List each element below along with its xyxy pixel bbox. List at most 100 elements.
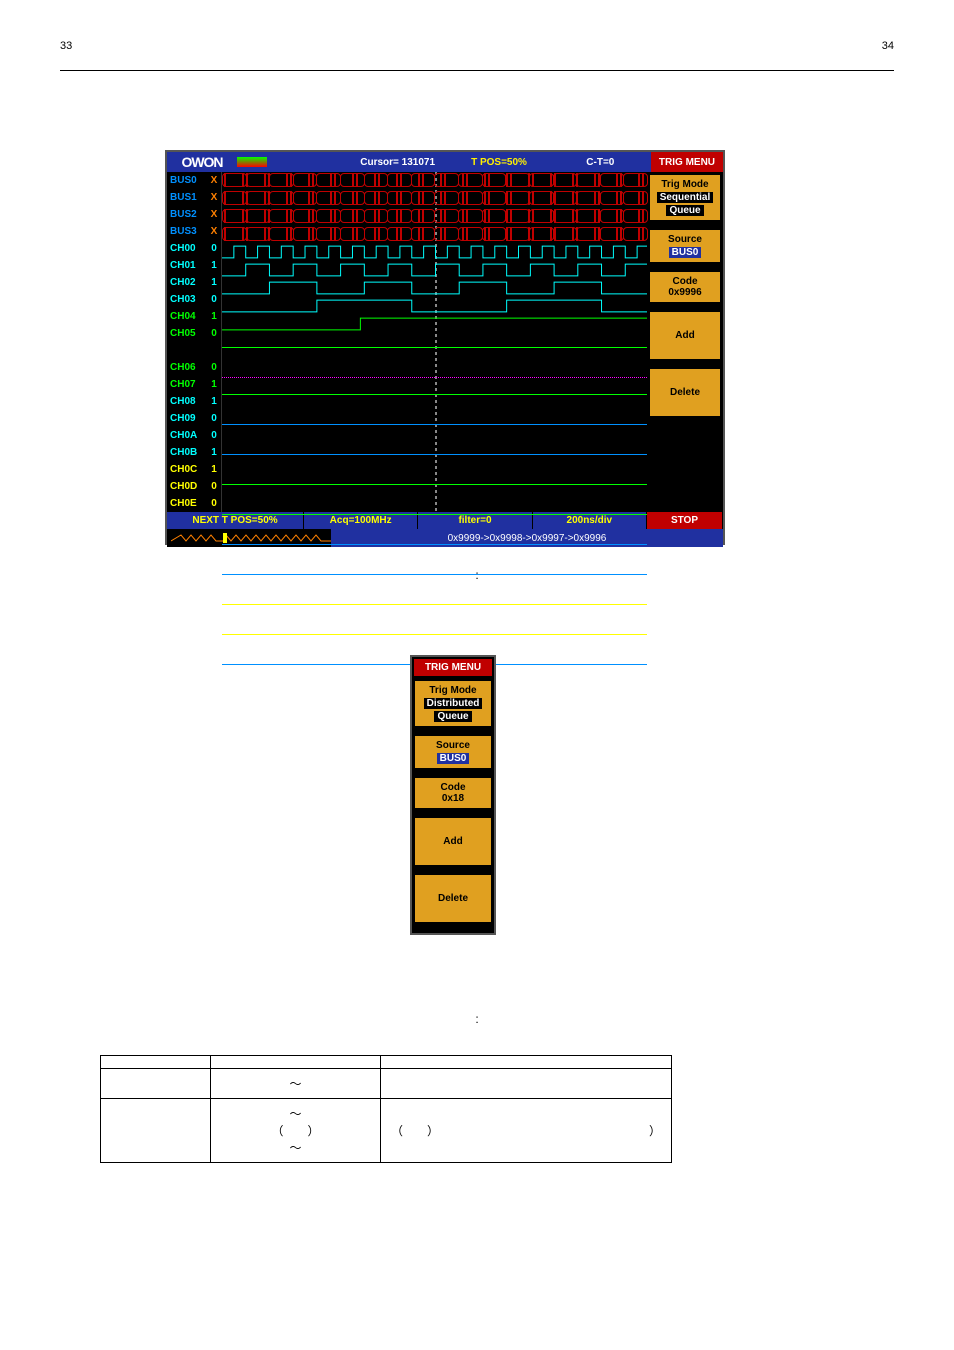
channel-label: CH0E <box>167 495 207 512</box>
menu-item-title: Delete <box>417 893 489 904</box>
channel-label: CH05 <box>167 325 207 342</box>
channel-label: BUS3 <box>167 223 207 240</box>
waveform-row <box>222 604 647 621</box>
table-cell: ～ <box>211 1069 381 1099</box>
waveform-row <box>222 544 647 561</box>
channel-label: CH0A <box>167 427 207 444</box>
waveform-row <box>222 173 647 190</box>
table-cell <box>101 1056 211 1069</box>
menu-item-title: Trig Mode <box>417 685 489 696</box>
trig-menu-header: TRIG MENU <box>651 152 723 172</box>
menu-item[interactable]: Code0x9996 <box>649 271 721 303</box>
menu-item[interactable]: SourceBUS0 <box>414 735 492 769</box>
menu-item[interactable]: Add <box>649 311 721 360</box>
channel-value: X <box>207 206 221 223</box>
menu-item[interactable]: Trig ModeDistributedQueue <box>414 680 492 727</box>
waveform-row <box>222 281 647 298</box>
table-row: ～ <box>101 1069 672 1099</box>
gauge-icon <box>237 157 267 167</box>
table-cell <box>381 1056 672 1069</box>
figure-caption-2: : <box>0 1012 954 1026</box>
waveform-row <box>222 299 647 316</box>
channel-label <box>167 342 207 359</box>
waveform-row <box>222 634 647 651</box>
waveform-row <box>222 263 647 280</box>
channel-label: CH01 <box>167 257 207 274</box>
menu-item-sub: 0x18 <box>417 793 489 804</box>
waveform-row <box>222 454 647 471</box>
menu-item-title: Code <box>652 276 718 287</box>
menu-item-sub: Queue <box>666 205 703 216</box>
table-row <box>101 1056 672 1069</box>
page-num-right: 34 <box>882 40 894 52</box>
channel-label: CH04 <box>167 308 207 325</box>
ct-readout: C-T=0 <box>550 157 651 168</box>
channel-label: CH07 <box>167 376 207 393</box>
menu-item[interactable]: Delete <box>414 874 492 923</box>
channel-value: 0 <box>207 359 221 376</box>
channel-value: 0 <box>207 410 221 427</box>
menu-item-sub: 0x9996 <box>652 287 718 298</box>
menu-item-sub: BUS0 <box>437 753 470 764</box>
menu-item-sub: BUS0 <box>669 247 702 258</box>
menu-item[interactable]: Code0x18 <box>414 777 492 809</box>
menu-item[interactable]: Source BUS0 <box>649 229 721 263</box>
cursor-readout: Cursor= 131071 <box>347 157 448 168</box>
menu-item-sub: Sequential <box>657 192 714 203</box>
channel-label: BUS0 <box>167 172 207 189</box>
small-trig-header: TRIG MENU <box>414 659 492 676</box>
channel-value: 1 <box>207 257 221 274</box>
waveform-row <box>222 394 647 411</box>
waveform-row <box>222 347 647 364</box>
channel-value: X <box>207 223 221 240</box>
table-cell <box>101 1069 211 1099</box>
menu-item[interactable]: Add <box>414 817 492 866</box>
channel-value: 0 <box>207 291 221 308</box>
channel-value: 0 <box>207 478 221 495</box>
small-trig-menu-wrap: TRIG MENU Trig ModeDistributedQueueSourc… <box>410 655 496 935</box>
menu-item-title: Add <box>652 330 718 341</box>
header-rule <box>60 70 894 71</box>
small-trig-menu: TRIG MENU Trig ModeDistributedQueueSourc… <box>410 655 496 935</box>
waveform-row <box>222 484 647 501</box>
waveform-row <box>222 424 647 441</box>
channel-values: XXXX0110100110011001 <box>207 172 221 512</box>
menu-item-title: Add <box>417 836 489 847</box>
menu-item-sub: Distributed <box>424 698 483 709</box>
channel-value: 0 <box>207 325 221 342</box>
waveform-row <box>222 209 647 226</box>
channel-label: CH00 <box>167 240 207 257</box>
channel-value: 1 <box>207 444 221 461</box>
side-menu-panel: Trig Mode Sequential Queue Source BUS0 Code0x… <box>647 172 723 512</box>
table-row: ～ （ ） ～（ ） ） <box>101 1099 672 1163</box>
channel-value: X <box>207 189 221 206</box>
channel-labels: BUS0BUS1BUS2BUS3CH00CH01CH02CH03CH04CH05… <box>167 172 207 512</box>
channel-value: 0 <box>207 427 221 444</box>
waveform-row <box>222 191 647 208</box>
channel-value: 1 <box>207 274 221 291</box>
channel-value: 0 <box>207 240 221 257</box>
table-cell <box>101 1099 211 1163</box>
menu-item-title: Source <box>652 234 718 245</box>
channel-value: 1 <box>207 308 221 325</box>
channel-label: BUS1 <box>167 189 207 206</box>
waveform-row <box>222 245 647 262</box>
info-table: ～～ （ ） ～（ ） ） <box>100 1055 672 1163</box>
menu-item[interactable]: Delete <box>649 368 721 417</box>
channel-label: CH08 <box>167 393 207 410</box>
channel-value: 1 <box>207 393 221 410</box>
menu-item[interactable]: Trig Mode Sequential Queue <box>649 174 721 221</box>
table-cell: （ ） ） <box>381 1099 672 1163</box>
channel-label: CH0D <box>167 478 207 495</box>
table-cell: ～ （ ） ～ <box>211 1099 381 1163</box>
waveform-row <box>222 514 647 531</box>
channel-label: CH06 <box>167 359 207 376</box>
menu-item-title: Trig Mode <box>652 179 718 190</box>
channel-label: CH03 <box>167 291 207 308</box>
channel-label: CH02 <box>167 274 207 291</box>
stop-button[interactable]: STOP <box>647 512 723 529</box>
menu-item-title: Code <box>417 782 489 793</box>
table-cell <box>211 1056 381 1069</box>
oscilloscope-window: OWON Cursor= 131071 T POS=50% C-T=0 TRIG… <box>165 150 725 545</box>
channel-value <box>207 342 221 359</box>
